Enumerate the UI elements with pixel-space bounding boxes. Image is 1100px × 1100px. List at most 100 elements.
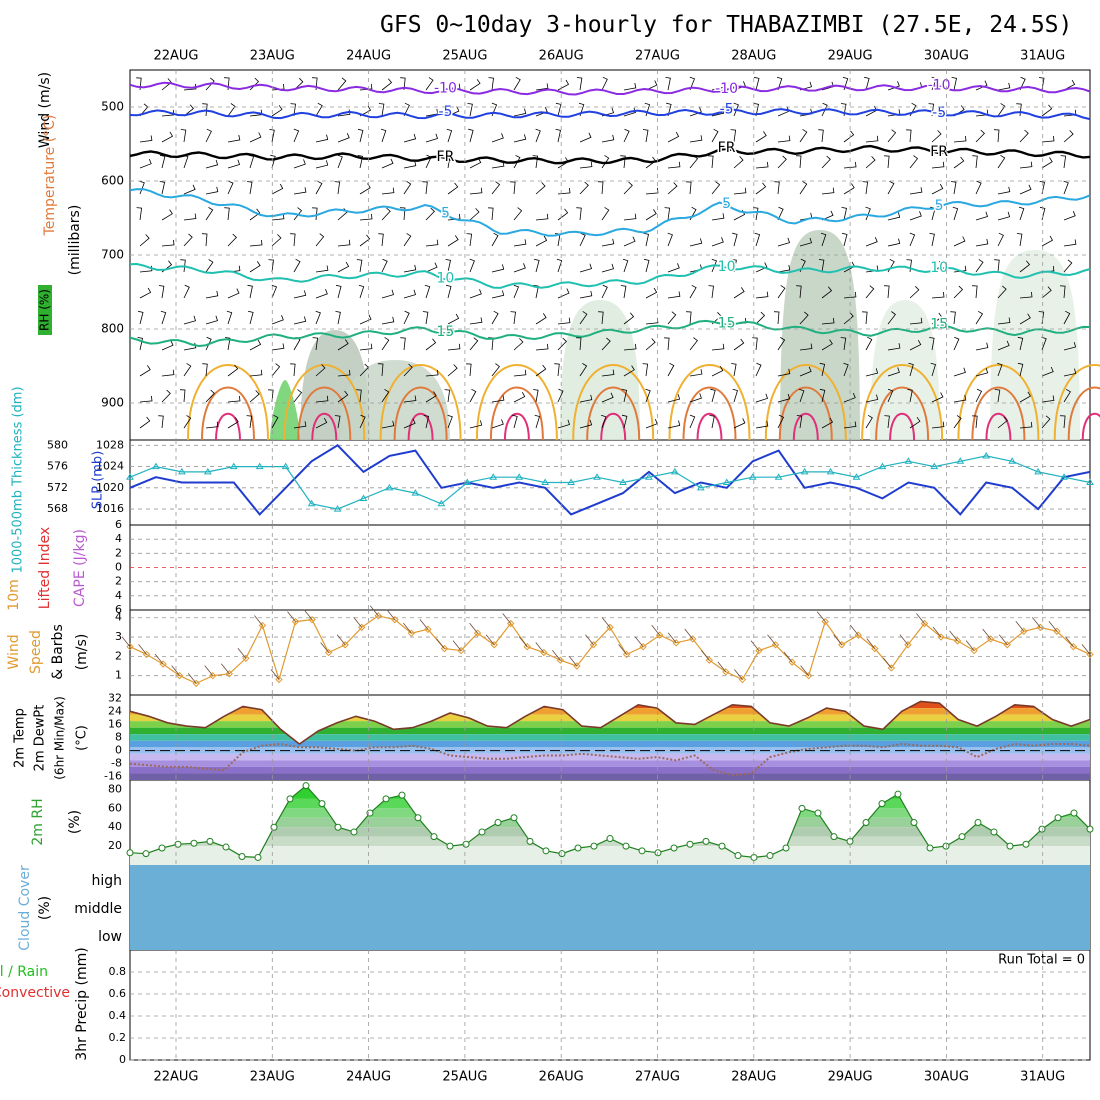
wind-barb <box>755 421 769 429</box>
wind-barb <box>271 343 285 351</box>
thickness-marker <box>982 451 991 459</box>
rh-tick-label: 20 <box>108 839 122 852</box>
wind-barb <box>159 181 166 195</box>
wind-barb <box>931 421 945 429</box>
wind-barb <box>865 237 878 247</box>
wind-barb <box>821 339 833 351</box>
surface-wind-barb <box>998 634 1008 646</box>
wind-tick-label: 4 <box>115 611 122 624</box>
wind-barb <box>865 285 875 299</box>
slp-line <box>129 444 1091 516</box>
wind-barb <box>1063 388 1071 403</box>
wind-barb <box>1041 366 1054 377</box>
wind-barb <box>183 233 193 247</box>
wind-barb <box>753 103 759 117</box>
rh-2m-marker <box>590 842 598 850</box>
wind-barb <box>907 389 913 403</box>
wind-barb <box>711 258 718 273</box>
wind-barb <box>953 236 966 247</box>
wind-barb <box>1041 104 1053 117</box>
wind-barb <box>755 291 769 299</box>
wind-barb <box>202 103 208 117</box>
wind-barb <box>337 77 347 91</box>
isotherm-label: 15 <box>930 316 948 332</box>
wind-barb <box>754 232 761 247</box>
thickness-marker <box>541 478 550 485</box>
wind-barb <box>337 239 351 247</box>
temp-label-a: 2m Temp <box>13 708 28 768</box>
wind-barb <box>930 362 937 377</box>
slp-tick-label: 1028 <box>96 438 124 451</box>
wind-barb <box>664 207 671 221</box>
wind-barb <box>887 129 897 143</box>
wind-barb <box>359 213 373 221</box>
wind-barb <box>469 289 482 299</box>
wind-barb <box>491 264 505 273</box>
wind-speed-marker <box>374 612 382 620</box>
isotherm-5 <box>129 188 1091 237</box>
temp-arch <box>215 412 241 441</box>
wind-barb <box>1063 180 1069 195</box>
wind-barb <box>575 337 582 351</box>
cloud-cover-fill <box>130 865 1090 950</box>
isotherm-label: -5 <box>720 101 734 117</box>
rh-2m-marker <box>398 791 406 799</box>
wind-barb <box>929 337 935 351</box>
wind-barb <box>644 258 650 273</box>
rh-2m-marker <box>734 852 742 860</box>
thickness-marker <box>748 473 757 480</box>
wind-barb <box>357 128 364 143</box>
wind-barb <box>249 369 263 377</box>
isotherm-label: -5 <box>932 105 946 121</box>
cloud-row-label-middle: middle <box>74 901 122 917</box>
chart-title: GFS 0~10day 3-hourly for THABAZIMBI (27.… <box>380 12 1073 38</box>
temp-tick-label: 24 <box>108 704 122 717</box>
surface-wind-barb <box>535 642 545 653</box>
wind-barb <box>623 107 637 117</box>
wind-barb <box>931 392 944 403</box>
isotherm-label: 10 <box>437 270 455 286</box>
wind-barb <box>444 155 451 169</box>
surface-wind-barb <box>1032 617 1041 628</box>
wind-barb <box>887 343 901 351</box>
wind-barb <box>711 343 725 351</box>
wind-barb <box>359 234 371 247</box>
wind-barb <box>601 155 610 169</box>
date-label-top-30AUG: 30AUG <box>924 49 969 64</box>
cape-axis-label: CAPE (J/kg) <box>72 529 88 607</box>
wind-barb <box>315 265 329 273</box>
wind-barb <box>686 181 692 195</box>
wind-barb <box>711 181 721 195</box>
temp-band <box>130 773 1090 780</box>
wind-barb <box>356 389 362 403</box>
thickness-marker <box>956 457 965 464</box>
wind-barb <box>887 388 894 403</box>
rh-2m-marker <box>302 782 310 790</box>
rh-2m-marker <box>1086 825 1094 833</box>
thickness-marker <box>1060 473 1068 480</box>
rh-shade-3 <box>780 230 860 440</box>
wind-barb <box>579 232 586 247</box>
stability-tick-label: 0 <box>115 561 122 574</box>
wind-barb <box>711 366 724 377</box>
rh-2m-marker <box>862 819 870 826</box>
wind-barb <box>1019 184 1032 195</box>
cloud-row-label-high: high <box>91 873 122 889</box>
wind-barb <box>600 414 607 429</box>
wind-barb <box>664 337 670 351</box>
wind-barb <box>796 415 803 429</box>
rh-2m-marker <box>1006 842 1014 850</box>
wind-barb <box>733 81 746 91</box>
wind-barb <box>271 363 281 377</box>
wind-barb <box>425 338 437 351</box>
wind-barb <box>513 263 526 273</box>
wind-tick-label: 1 <box>115 669 122 682</box>
wind-barb <box>1041 135 1055 143</box>
wind-barb <box>754 76 760 91</box>
wind-barb <box>689 238 703 247</box>
thickness-marker <box>281 462 290 470</box>
wind-speed-marker <box>473 629 482 637</box>
wind-barb <box>708 285 714 299</box>
temp-arch <box>682 386 737 441</box>
surface-wind-barb <box>320 642 329 653</box>
